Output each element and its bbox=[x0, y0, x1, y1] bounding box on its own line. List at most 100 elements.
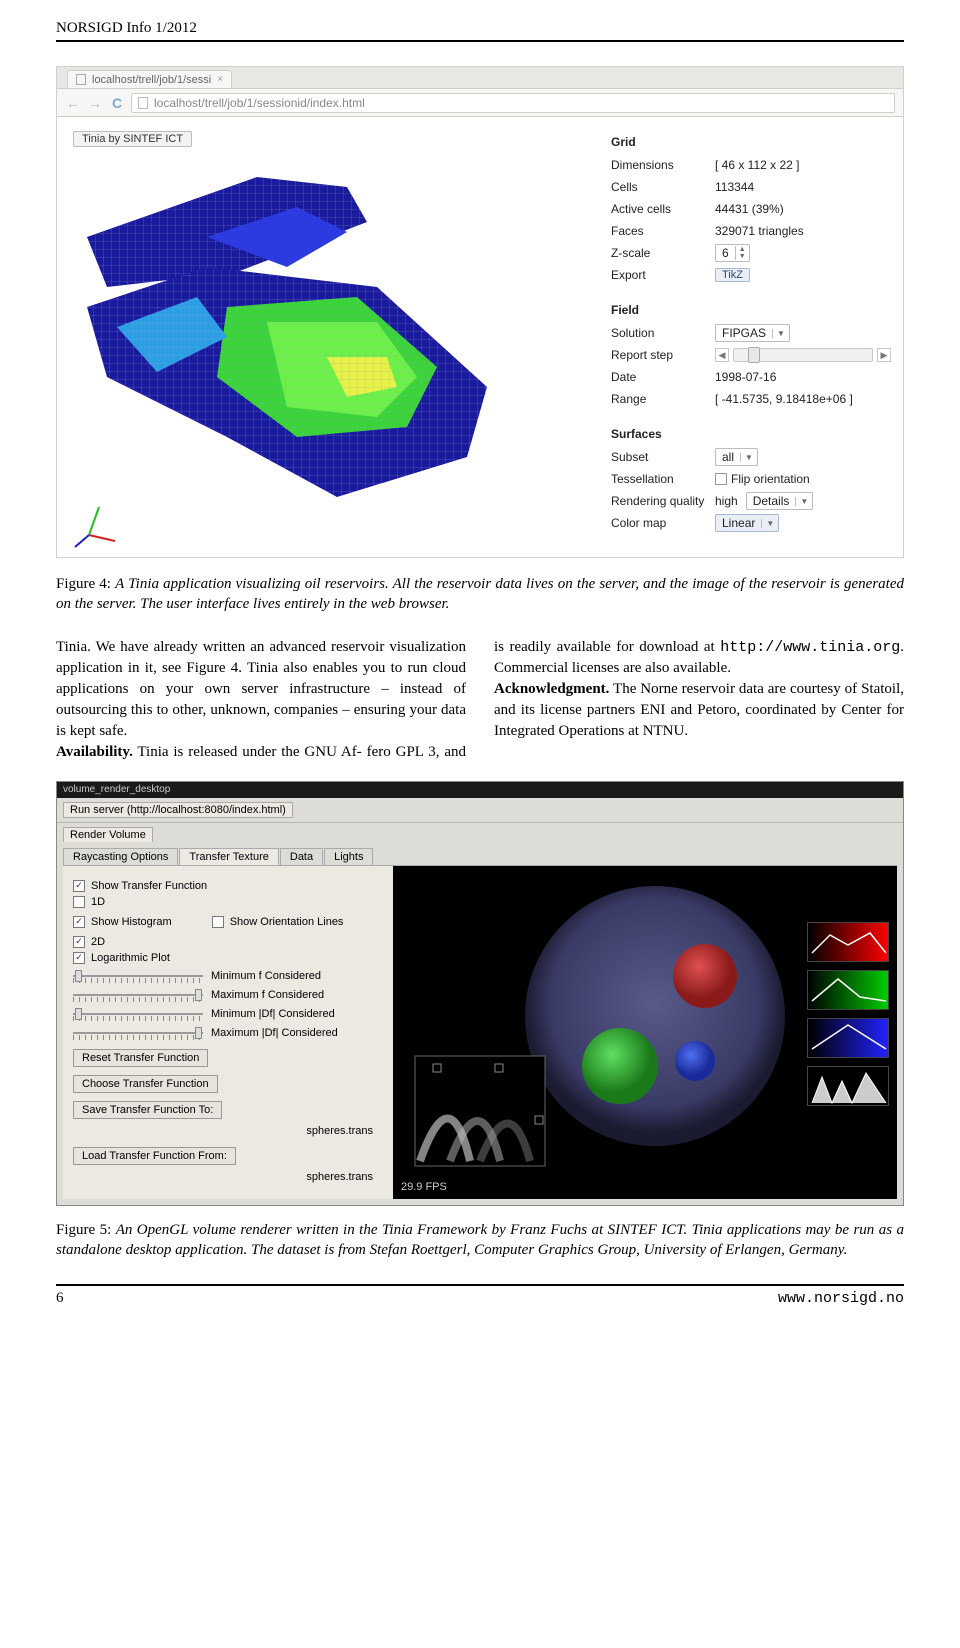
dimensions-label: Dimensions bbox=[611, 158, 715, 172]
check-1d[interactable]: 1D bbox=[73, 896, 383, 908]
check-log-plot[interactable]: ✓Logarithmic Plot bbox=[73, 952, 383, 964]
load-filename: spheres.trans bbox=[73, 1169, 383, 1189]
toolbar: Run server (http://localhost:8080/index.… bbox=[57, 798, 903, 823]
nav-back-icon[interactable]: ← bbox=[65, 95, 81, 111]
details-button[interactable]: Details▼ bbox=[746, 492, 814, 510]
tessellation-label: Tessellation bbox=[611, 472, 715, 486]
zscale-label: Z-scale bbox=[611, 246, 715, 260]
figure5-screenshot: volume_render_desktop Run server (http:/… bbox=[56, 781, 904, 1206]
close-icon[interactable]: × bbox=[217, 74, 223, 85]
footer-url: www.norsigd.no bbox=[778, 1290, 904, 1307]
tab-lights[interactable]: Lights bbox=[324, 848, 373, 865]
step-prev-button[interactable]: ◀ bbox=[715, 348, 729, 362]
rendering-quality-value: high bbox=[715, 494, 738, 508]
check-2d[interactable]: ✓2D bbox=[73, 936, 383, 948]
save-filename: spheres.trans bbox=[73, 1123, 383, 1143]
export-label: Export bbox=[611, 268, 715, 282]
range-label: Range bbox=[611, 392, 715, 406]
render-volume-tabbar: Render Volume bbox=[57, 823, 903, 842]
figure4-screenshot: localhost/trell/job/1/sessi × ← → C loca… bbox=[56, 66, 904, 558]
browser-tabbar: localhost/trell/job/1/sessi × bbox=[57, 67, 903, 89]
choose-tf-button[interactable]: Choose Transfer Function bbox=[73, 1075, 218, 1093]
cells-label: Cells bbox=[611, 180, 715, 194]
slider-min-df[interactable]: Minimum |Df| Considered bbox=[73, 1007, 383, 1021]
check-show-transfer[interactable]: ✓Show Transfer Function bbox=[73, 880, 383, 892]
faces-label: Faces bbox=[611, 224, 715, 238]
header-left: NORSIGD Info 1/2012 bbox=[56, 20, 197, 37]
cells-value: 113344 bbox=[715, 180, 891, 194]
faces-value: 329071 triangles bbox=[715, 224, 891, 238]
axes-gizmo bbox=[71, 499, 121, 549]
step-next-button[interactable]: ▶ bbox=[877, 348, 891, 362]
address-input[interactable]: localhost/trell/job/1/sessionid/index.ht… bbox=[131, 93, 895, 113]
chevron-down-icon: ▼ bbox=[761, 519, 778, 528]
side-panel: Grid Dimensions[ 46 x 112 x 22 ] Cells11… bbox=[603, 117, 903, 557]
tab-raycasting[interactable]: Raycasting Options bbox=[63, 848, 178, 865]
window-titlebar: volume_render_desktop bbox=[57, 782, 903, 798]
chevron-down-icon: ▼ bbox=[795, 497, 812, 506]
reservoir-mesh bbox=[77, 157, 507, 517]
active-cells-label: Active cells bbox=[611, 202, 715, 216]
browser-addressbar: ← → C localhost/trell/job/1/sessionid/in… bbox=[57, 89, 903, 117]
dimensions-value: [ 46 x 112 x 22 ] bbox=[715, 158, 891, 172]
page-number: 6 bbox=[56, 1290, 64, 1307]
fps-counter: 29.9 FPS bbox=[401, 1181, 447, 1193]
reload-icon[interactable]: C bbox=[109, 95, 125, 111]
figure4-caption: Figure 4: A Tinia application visualizin… bbox=[56, 574, 904, 615]
subtabs: Raycasting Options Transfer Texture Data… bbox=[57, 842, 903, 865]
check-orientation-lines[interactable]: Show Orientation Lines bbox=[212, 916, 344, 928]
report-step-label: Report step bbox=[611, 348, 715, 362]
subset-combo[interactable]: all▼ bbox=[715, 448, 758, 466]
rendering-quality-label: Rendering quality bbox=[611, 494, 715, 508]
page-header: NORSIGD Info 1/2012 bbox=[56, 20, 904, 42]
page-footer: 6 www.norsigd.no bbox=[56, 1284, 904, 1307]
solution-combo[interactable]: FIPGAS▼ bbox=[715, 324, 790, 342]
nav-forward-icon[interactable]: → bbox=[87, 95, 103, 111]
browser-tab[interactable]: localhost/trell/job/1/sessi × bbox=[67, 70, 232, 88]
red-channel-graph bbox=[807, 922, 889, 962]
check-show-histogram[interactable]: ✓Show Histogram bbox=[73, 916, 172, 928]
field-heading: Field bbox=[611, 303, 891, 317]
date-label: Date bbox=[611, 370, 715, 384]
colormap-combo[interactable]: Linear▼ bbox=[715, 514, 779, 532]
grid-heading: Grid bbox=[611, 135, 891, 149]
body-text: Tinia. We have already written an advanc… bbox=[56, 637, 904, 763]
slider-min-f[interactable]: Minimum f Considered bbox=[73, 969, 383, 983]
range-value: [ -41.5735, 9.18418e+06 ] bbox=[715, 392, 891, 406]
flip-orientation-checkbox[interactable] bbox=[715, 473, 727, 485]
save-tf-button[interactable]: Save Transfer Function To: bbox=[73, 1101, 222, 1119]
flip-orientation-label: Flip orientation bbox=[731, 472, 810, 486]
options-panel: ✓Show Transfer Function 1D ✓Show Histogr… bbox=[63, 866, 393, 1199]
export-tikz-button[interactable]: TikZ bbox=[715, 268, 750, 282]
tab-transfer-texture[interactable]: Transfer Texture bbox=[179, 848, 278, 865]
colormap-label: Color map bbox=[611, 516, 715, 530]
subset-label: Subset bbox=[611, 450, 715, 464]
run-server-button[interactable]: Run server (http://localhost:8080/index.… bbox=[63, 802, 293, 818]
surfaces-heading: Surfaces bbox=[611, 427, 891, 441]
figure5-caption: Figure 5: An OpenGL volume renderer writ… bbox=[56, 1220, 904, 1261]
tab-data[interactable]: Data bbox=[280, 848, 323, 865]
report-step-slider[interactable] bbox=[733, 348, 873, 362]
active-cells-value: 44431 (39%) bbox=[715, 202, 891, 216]
green-channel-graph bbox=[807, 970, 889, 1010]
chevron-up-icon[interactable]: ▲ bbox=[736, 246, 749, 253]
alpha-channel-graph bbox=[807, 1066, 889, 1106]
solution-label: Solution bbox=[611, 326, 715, 340]
app-title-button[interactable]: Tinia by SINTEF ICT bbox=[73, 131, 192, 147]
file-icon bbox=[76, 74, 86, 85]
slider-max-f[interactable]: Maximum f Considered bbox=[73, 988, 383, 1002]
blue-channel-graph bbox=[807, 1018, 889, 1058]
reset-tf-button[interactable]: Reset Transfer Function bbox=[73, 1049, 208, 1067]
page-icon bbox=[138, 97, 148, 109]
url-text: localhost/trell/job/1/sessionid/index.ht… bbox=[154, 96, 365, 110]
zscale-spinner[interactable]: 6▲▼ bbox=[715, 244, 750, 262]
slider-max-df[interactable]: Maximum |Df| Considered bbox=[73, 1026, 383, 1040]
tab-title: localhost/trell/job/1/sessi bbox=[92, 74, 211, 86]
chevron-down-icon[interactable]: ▼ bbox=[736, 253, 749, 260]
render-view[interactable]: 29.9 FPS bbox=[393, 866, 897, 1199]
date-value: 1998-07-16 bbox=[715, 370, 891, 384]
viewport-3d[interactable]: Tinia by SINTEF ICT bbox=[57, 117, 603, 557]
render-volume-tab[interactable]: Render Volume bbox=[63, 827, 153, 842]
chevron-down-icon: ▼ bbox=[740, 453, 757, 462]
load-tf-button[interactable]: Load Transfer Function From: bbox=[73, 1147, 236, 1165]
